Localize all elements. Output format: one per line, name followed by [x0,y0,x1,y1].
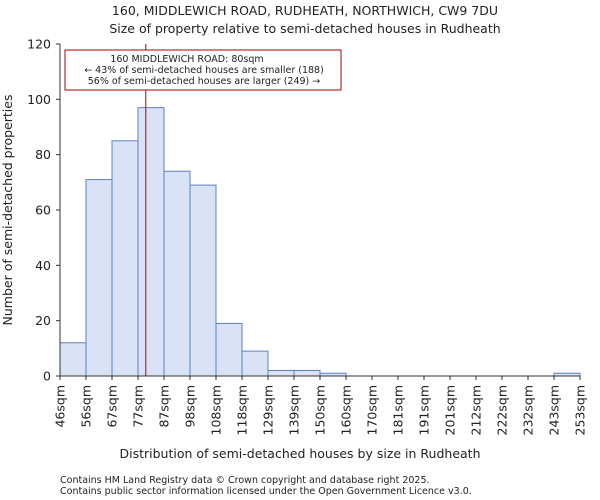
x-tick-label: 253sqm [573,385,588,435]
footer-line-1: Contains HM Land Registry data © Crown c… [60,475,430,486]
bar-139sqm [293,369,321,377]
footer-line-2: Contains public sector information licen… [60,486,472,497]
x-tick-label: 46sqm [53,385,68,428]
bar-129sqm [267,369,295,377]
y-tick-label: 60 [35,203,51,218]
x-tick-label: 222sqm [495,385,510,435]
y-tick-label: 80 [35,147,51,162]
x-tick-label: 212sqm [469,385,484,435]
y-tick-label: 100 [27,92,51,107]
bar-87sqm [163,170,191,377]
bars [59,107,581,377]
bar-118sqm [241,350,269,377]
bar-77sqm [137,107,165,377]
bar-98sqm [189,184,217,377]
chart-subtitle: Size of property relative to semi-detach… [109,21,500,36]
y-tick-label: 0 [43,369,51,384]
x-tick-label: 232sqm [521,385,536,435]
x-tick-label: 181sqm [391,385,406,435]
x-tick-label: 129sqm [261,385,276,435]
x-tick-label: 139sqm [287,385,302,435]
x-tick-label: 150sqm [313,385,328,435]
bar-108sqm [215,322,243,377]
bar-56sqm [85,179,113,377]
marker-annotation: 160 MIDDLEWICH ROAD: 80sqm ← 43% of semi… [64,49,342,91]
x-tick-label: 243sqm [547,385,562,435]
x-tick-label: 201sqm [443,385,458,435]
bar-67sqm [111,140,139,377]
chart-title: 160, MIDDLEWICH ROAD, RUDHEATH, NORTHWIC… [112,3,498,18]
x-tick-label: 191sqm [417,385,432,435]
bar-46sqm [59,342,87,377]
x-tick-label: 87sqm [157,385,172,428]
x-tick-label: 108sqm [209,385,224,435]
y-tick-label: 120 [27,37,51,52]
y-tick-label: 20 [35,313,51,328]
x-tick-label: 77sqm [131,385,146,428]
x-axis-ticks: 46sqm 56sqm 67sqm 77sqm 87sqm 98sqm 108sqm 118s… [53,376,588,435]
y-axis-label: Number of semi-detached properties [0,95,15,326]
annotation-line-1: 160 MIDDLEWICH ROAD: 80sqm [110,54,263,65]
y-tick-label: 40 [35,258,51,273]
x-tick-label: 160sqm [339,385,354,435]
annotation-line-3: 56% of semi-detached houses are larger (… [88,76,321,87]
x-tick-label: 118sqm [235,385,250,435]
y-axis-ticks: 0 20 40 60 80 100 120 [27,37,60,384]
x-tick-label: 170sqm [365,385,380,435]
annotation-line-2: ← 43% of semi-detached houses are smalle… [84,65,324,76]
annotation-box [64,49,342,91]
x-axis-label: Distribution of semi-detached houses by … [119,446,480,461]
x-tick-label: 67sqm [105,385,120,428]
x-tick-label: 56sqm [79,385,94,428]
x-tick-label: 98sqm [183,385,198,428]
